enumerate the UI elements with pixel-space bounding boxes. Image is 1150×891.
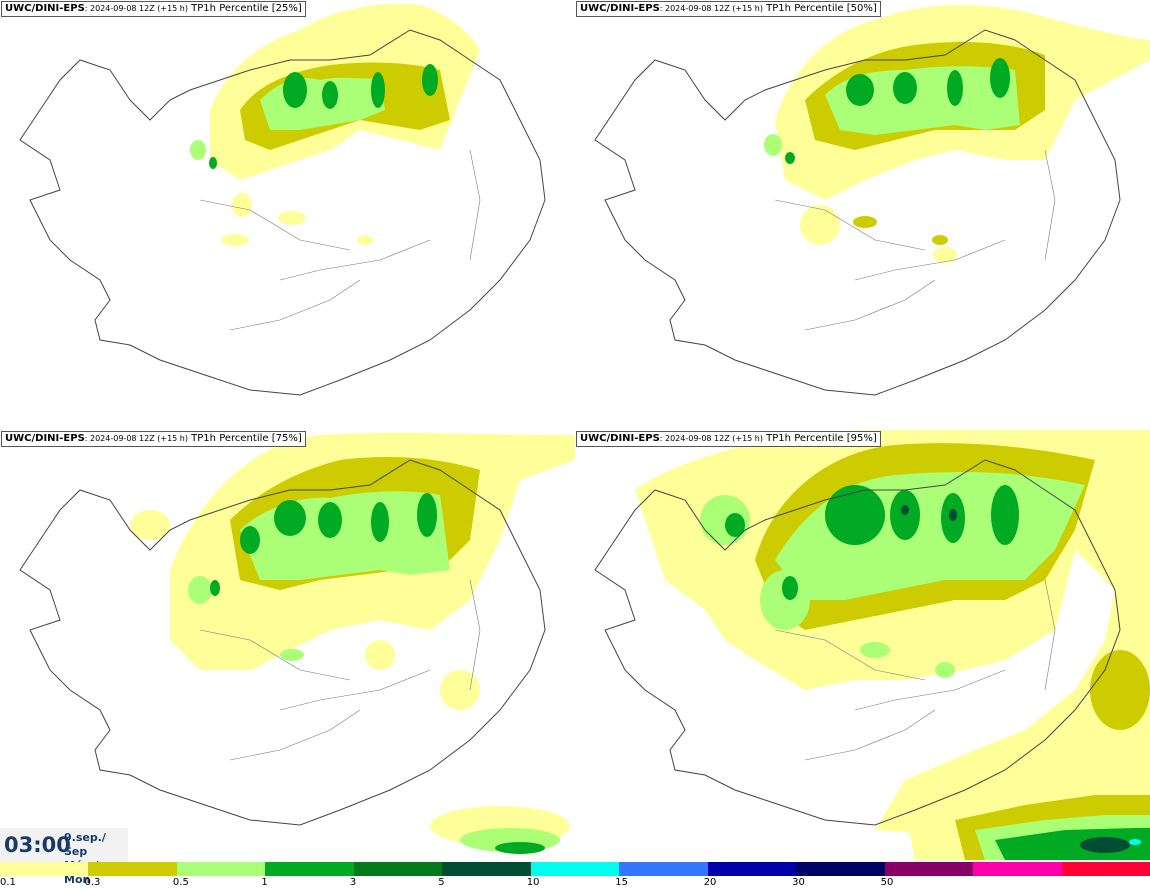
legend-tick-label: 5: [438, 877, 445, 888]
legend-tick-label: 0.3: [84, 877, 101, 888]
iceland-map-p95: [594, 430, 1150, 860]
legend-swatch: [1061, 862, 1150, 876]
color-legend-ticks: 0.1 0.3 0.5 1 3 5 10 15 20 30 50: [0, 877, 1150, 891]
legend-swatch: [176, 862, 266, 876]
legend-tick-label: 50: [880, 877, 894, 888]
precip-field: [130, 432, 575, 854]
river-lines: [199, 579, 481, 761]
legend-swatch: [88, 862, 177, 876]
valid-date-line1: 9.sep./ Sep: [64, 831, 106, 858]
river-lines: [199, 149, 481, 331]
legend-tick-label: 0.5: [172, 877, 189, 888]
valid-time: 03:00: [4, 833, 71, 857]
iceland-coastline: [19, 459, 546, 826]
precip-field: [764, 5, 1150, 263]
panel-title: UWC/DINI-EPS: 2024-09-08 12Z (+15 h) TP1…: [1, 1, 306, 17]
panel-title: UWC/DINI-EPS: 2024-09-08 12Z (+15 h) TP1…: [576, 1, 881, 17]
legend-swatch: [0, 862, 89, 876]
map-panel-p50: UWC/DINI-EPS: 2024-09-08 12Z (+15 h) TP1…: [575, 0, 1150, 430]
iceland-coastline: [594, 29, 1121, 396]
iceland-coastline: [594, 459, 1121, 826]
legend-swatch: [707, 862, 797, 876]
map-panel-p75: UWC/DINI-EPS: 2024-09-08 12Z (+15 h) TP1…: [0, 430, 575, 860]
map-panel-p25: UWC/DINI-EPS: 2024-09-08 12Z (+15 h) TP1…: [0, 0, 575, 430]
legend-tick-label: 0.1: [0, 877, 16, 888]
legend-tick-label: 30: [792, 877, 805, 888]
legend-tick-label: 10: [526, 877, 540, 888]
legend-swatch: [884, 862, 974, 876]
valid-time-box: 03:00 9.sep./ Sep Mán./ Mon: [0, 828, 128, 886]
legend-swatch: [265, 862, 354, 876]
precip-field: [190, 3, 480, 246]
legend-swatch: [619, 862, 708, 876]
legend-tick-label: 20: [703, 877, 717, 888]
panel-title: UWC/DINI-EPS: 2024-09-08 12Z (+15 h) TP1…: [576, 431, 881, 447]
legend-swatch: [973, 862, 1062, 876]
legend-tick-label: 3: [349, 877, 357, 888]
legend-swatch: [353, 862, 443, 876]
river-lines: [774, 579, 1056, 761]
precip-field: [635, 430, 1150, 860]
iceland-map-p50: [594, 5, 1150, 396]
map-panel-p95: UWC/DINI-EPS: 2024-09-08 12Z (+15 h) TP1…: [575, 430, 1150, 860]
color-legend-bar: [0, 862, 1150, 876]
legend-swatch: [530, 862, 620, 876]
legend-tick-label: 1: [261, 877, 268, 888]
iceland-map-p75: [19, 432, 575, 854]
legend-swatch: [442, 862, 531, 876]
legend-swatch: [796, 862, 885, 876]
iceland-coastline: [19, 29, 546, 396]
river-lines: [774, 149, 1056, 331]
panel-title: UWC/DINI-EPS: 2024-09-08 12Z (+15 h) TP1…: [1, 431, 306, 447]
legend-tick-label: 15: [615, 877, 628, 888]
iceland-map-p25: [19, 3, 546, 396]
